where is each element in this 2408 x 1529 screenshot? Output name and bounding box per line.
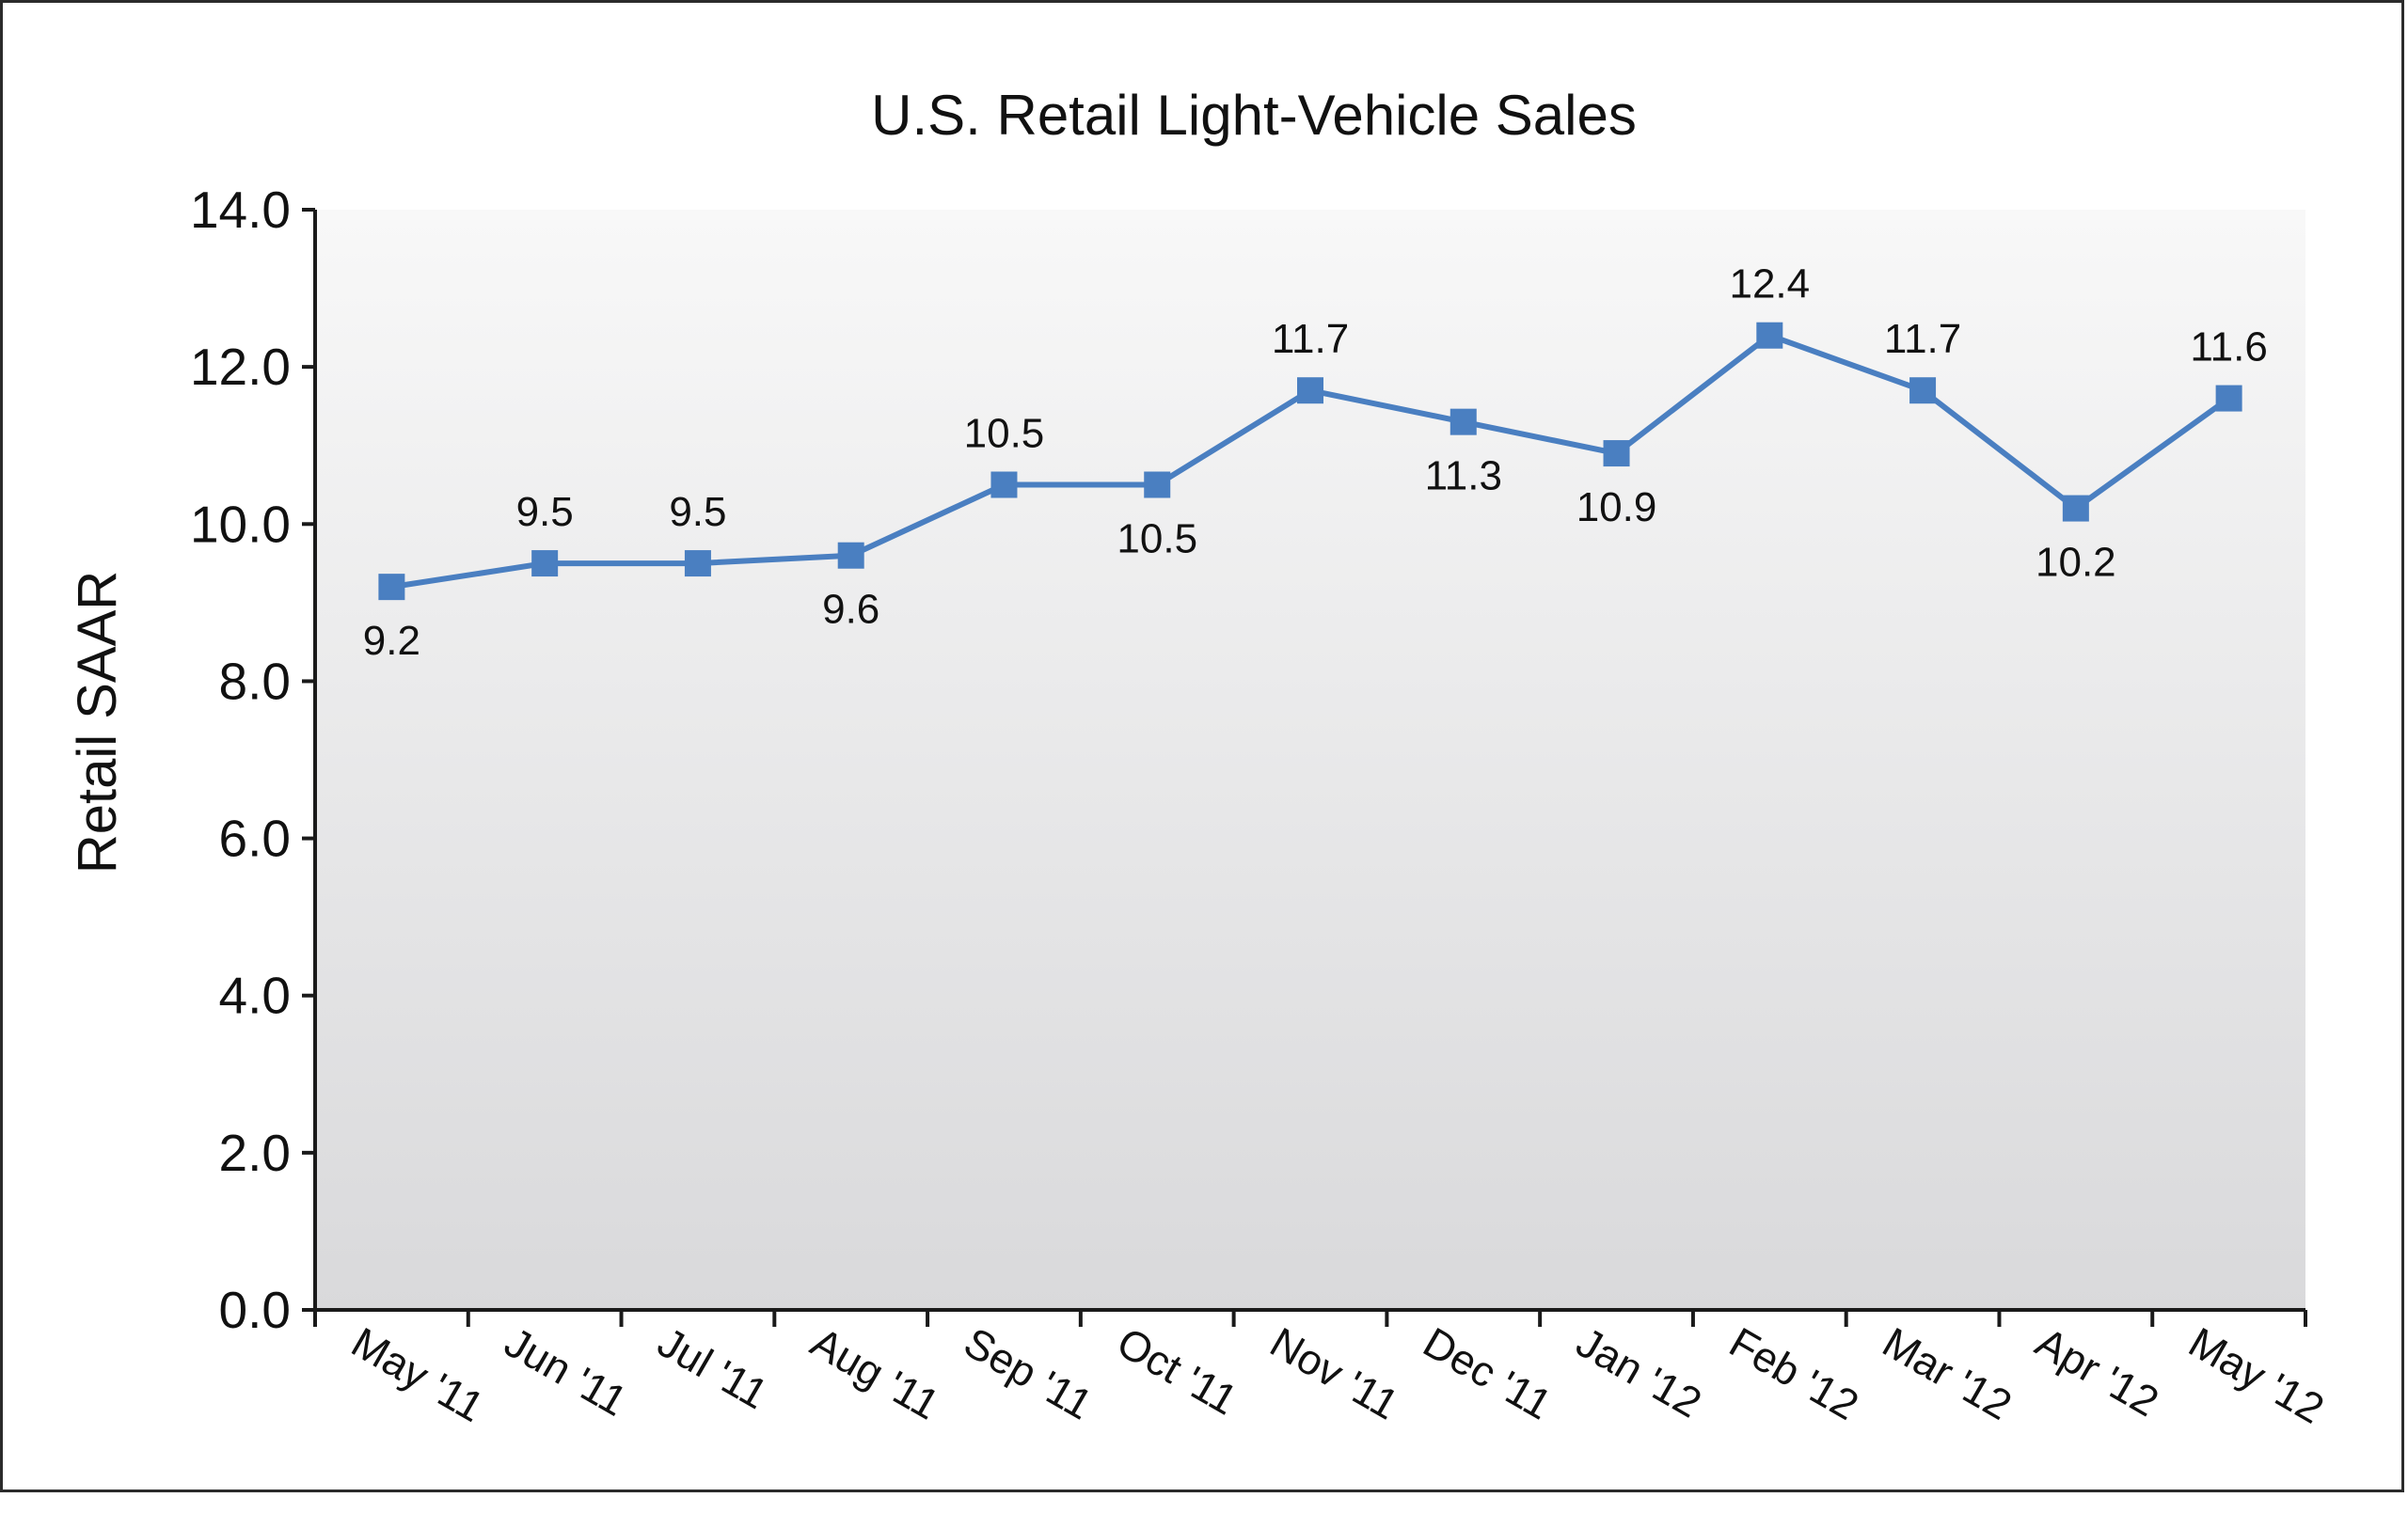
x-tick-label: Mar '12 [1875,1317,2020,1428]
data-point-marker [1756,322,1783,349]
x-tick-label: May '12 [2181,1317,2333,1432]
x-tick-label: Aug '11 [803,1317,948,1428]
x-tick-label: Jan '12 [1569,1317,1710,1427]
data-label: 10.5 [1117,516,1197,562]
plot-area [315,210,2305,1310]
data-label: 9.5 [669,489,726,535]
data-label: 10.5 [964,411,1045,457]
data-point-marker [684,550,711,577]
x-tick-label: Jul '11 [650,1317,776,1418]
x-tick-label: Apr '12 [2028,1317,2167,1426]
series-layer: 9.2 9.5 9.5 9.6 10.5 10.5 11.7 11.3 10.9 12.4 11.7… [363,261,2268,664]
y-axis: 0.0 2.0 4.0 6.0 8.0 10.0 12.0 14.0 [190,181,317,1339]
data-label: 10.9 [1576,484,1657,530]
data-label: 9.5 [516,489,574,535]
data-point-marker [531,550,559,577]
data-label: 11.3 [1425,453,1502,499]
y-tick-label: 0.0 [219,1281,291,1339]
y-tick-label: 12.0 [190,338,291,396]
data-point-marker [1603,440,1630,467]
y-axis-title: Retail SAAR [67,571,128,874]
x-tick-label: Sep '11 [956,1317,1101,1428]
data-point-marker [1909,377,1937,404]
data-label: 9.2 [363,618,420,664]
data-point-marker [2215,385,2242,412]
y-tick-label: 10.0 [190,495,291,553]
x-tick-label: Nov '11 [1262,1317,1407,1428]
data-point-marker [1144,471,1171,498]
data-label: 10.2 [2036,540,2116,586]
x-tick-label: Dec '11 [1416,1317,1560,1428]
x-tick-label: Feb '12 [1721,1317,1866,1429]
x-tick-label: Jun '11 [497,1317,635,1425]
line-chart: U.S. Retail Light-Vehicle Sales Retail S… [67,84,2333,1433]
y-tick-label: 6.0 [219,810,291,868]
data-point-marker [2062,495,2089,522]
data-label: 11.7 [1272,316,1349,362]
x-tick-label: Oct '11 [1109,1317,1245,1424]
chart-frame: U.S. Retail Light-Vehicle Sales Retail S… [0,0,2404,1492]
data-label: 12.4 [1729,261,1810,307]
y-tick-label: 4.0 [219,967,291,1025]
chart-title: U.S. Retail Light-Vehicle Sales [871,84,1637,147]
y-tick-label: 14.0 [190,181,291,239]
data-point-marker [1297,377,1323,404]
x-tick-label: May '11 [343,1317,492,1431]
data-label: 9.6 [822,587,879,633]
x-axis: May '11 Jun '11 Jul '11 Aug '11 Sep '11 Oct '… [313,1308,2333,1433]
data-point-marker [1450,408,1477,435]
data-label: 11.6 [2190,324,2267,370]
y-tick-label: 2.0 [219,1124,291,1182]
data-point-marker [837,542,864,569]
data-label: 11.7 [1884,316,1961,362]
y-tick-label: 8.0 [219,652,291,710]
data-point-marker [990,471,1018,498]
data-point-marker [378,574,405,601]
